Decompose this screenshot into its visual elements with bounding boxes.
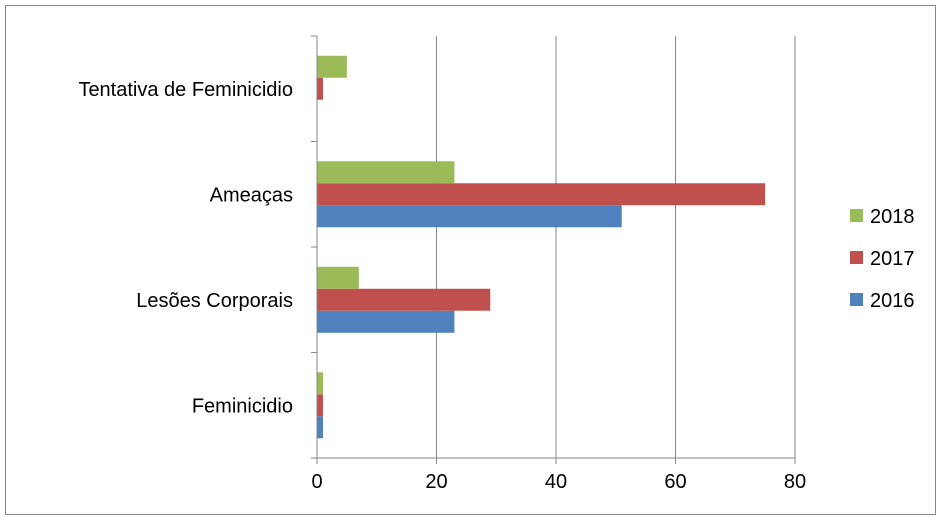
category-label: Ameaças — [210, 184, 293, 206]
category-label: Lesões Corporais — [136, 290, 293, 312]
x-tick-label: 40 — [545, 471, 567, 493]
bar-2018-les-es-corporais — [317, 266, 359, 289]
category-label: Feminicidio — [192, 395, 293, 417]
bar-2016-feminicidio — [317, 416, 323, 439]
x-tick-label: 20 — [425, 471, 447, 493]
legend-swatch-2016 — [850, 293, 863, 306]
bar-2017-les-es-corporais — [317, 288, 491, 311]
bars — [317, 55, 766, 439]
bar-2016-amea-as — [317, 205, 622, 228]
bar-2018-feminicidio — [317, 372, 323, 395]
x-tick-label: 0 — [311, 471, 322, 493]
bar-2018-tentativa-de-feminicidio — [317, 55, 347, 78]
legend-swatch-2017 — [850, 251, 863, 264]
x-tick-labels: 0 20 40 60 80 — [311, 471, 806, 493]
x-tick-label: 80 — [784, 471, 806, 493]
category-label: Tentativa de Feminicidio — [78, 79, 293, 101]
bar-2016-les-es-corporais — [317, 310, 455, 333]
chart-frame — [5, 5, 936, 515]
legend: 2018 2017 2016 — [850, 206, 915, 312]
bar-2017-amea-as — [317, 183, 766, 206]
gridlines — [436, 36, 796, 458]
x-tick-label: 60 — [664, 471, 686, 493]
legend-label-2016: 2016 — [870, 290, 915, 312]
category-labels: Feminicidio Lesões Corporais Ameaças Tentat… — [78, 79, 293, 418]
legend-label-2018: 2018 — [870, 206, 915, 228]
legend-swatch-2018 — [850, 209, 863, 222]
bar-2017-feminicidio — [317, 394, 323, 417]
axes — [311, 35, 796, 464]
legend-label-2017: 2017 — [870, 248, 915, 270]
bar-2018-amea-as — [317, 161, 455, 184]
bar-2017-tentativa-de-feminicidio — [317, 77, 323, 100]
